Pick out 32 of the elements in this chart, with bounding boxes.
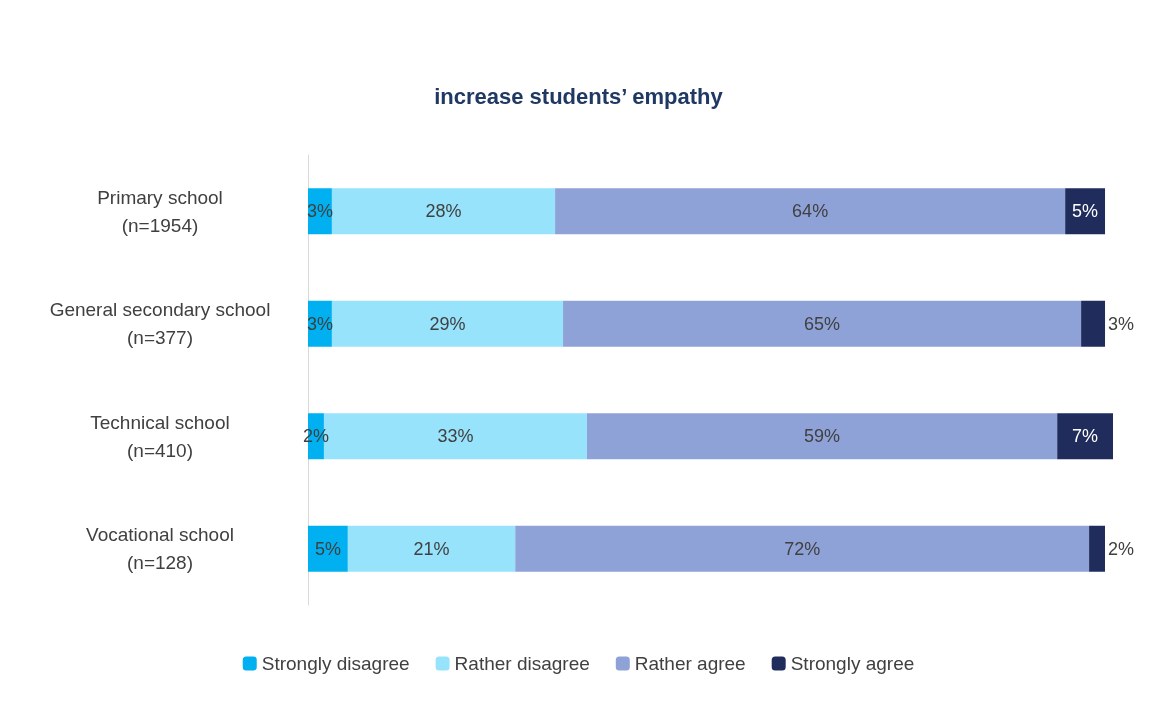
y-tick-label: Vocational school (n=128) <box>86 524 234 574</box>
data-label: 5% <box>314 538 341 559</box>
bar <box>1089 525 1106 572</box>
data-label: 59% <box>804 426 841 447</box>
data-label: 29% <box>429 313 466 334</box>
data-label: 5% <box>1072 201 1099 222</box>
data-label: 21% <box>413 538 450 559</box>
data-label: 72% <box>784 538 821 559</box>
bar <box>331 188 556 235</box>
bar <box>1057 413 1113 460</box>
data-label: 33% <box>437 426 474 447</box>
bar <box>586 413 1058 460</box>
legend-label: Strongly disagree <box>261 653 410 674</box>
data-label: 28% <box>425 201 462 222</box>
bar <box>331 300 564 347</box>
y-tick-label: Technical school (n=410) <box>90 411 230 461</box>
y-tick-label: Primary school (n=1954) <box>97 186 223 236</box>
data-label: 3% <box>1108 313 1135 334</box>
legend-label: Rather agree <box>634 653 746 674</box>
data-label: 7% <box>1072 426 1099 447</box>
legend-label: Rather disagree <box>454 653 590 674</box>
bar <box>555 188 1066 235</box>
data-label: 2% <box>1108 538 1135 559</box>
y-tick-label: General secondary school (n=377) <box>49 299 271 349</box>
bar <box>1081 300 1106 347</box>
bar <box>563 300 1082 347</box>
data-label: 64% <box>792 201 829 222</box>
chart-title: increase students’ empathy <box>434 83 724 109</box>
data-label: 65% <box>804 313 841 334</box>
bar <box>515 525 1090 572</box>
bar <box>347 525 516 572</box>
legend-label: Strongly agree <box>790 653 915 674</box>
